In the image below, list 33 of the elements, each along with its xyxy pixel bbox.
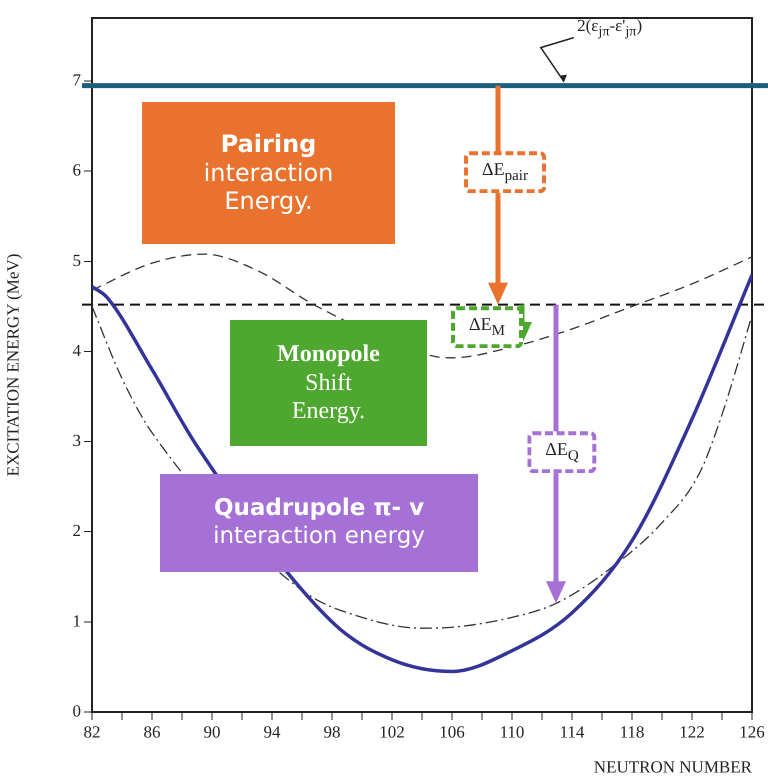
callout-box: Quadrupole π- v interaction energy <box>160 474 478 572</box>
y-tick-label: 7 <box>72 70 82 90</box>
ref-line-label: 2(ε$_{jπ}$-ε'$_{jπ}$) <box>577 16 642 40</box>
x-axis-title: NEUTRON NUMBER <box>594 757 753 776</box>
y-tick-label: 1 <box>72 611 81 630</box>
annotation: ΔE$_{pair}$ <box>464 151 546 193</box>
x-tick-label: 122 <box>679 722 705 742</box>
x-tick-label: 118 <box>620 722 644 742</box>
x-tick-label: 106 <box>439 722 465 742</box>
y-tick-label: 0 <box>72 701 81 720</box>
callout-box: Pairing interaction Energy. <box>142 102 395 244</box>
x-tick-label: 90 <box>204 722 220 742</box>
x-tick-label: 82 <box>84 722 100 742</box>
y-tick-label: 5 <box>72 250 81 270</box>
line-series <box>92 273 752 674</box>
x-tick-label: 126 <box>739 722 765 742</box>
x-tick-label: 98 <box>324 722 340 742</box>
annotation: ΔE$_{M}$ <box>451 306 523 348</box>
x-tick-label: 110 <box>500 722 524 742</box>
annotation: Quadrupole π- v interaction energy <box>213 495 425 551</box>
x-tick-label: 102 <box>379 722 405 742</box>
y-tick-label: 3 <box>72 431 81 450</box>
y-tick-label: 6 <box>72 160 81 180</box>
x-tick-label: 94 <box>264 722 281 742</box>
x-tick-label: 114 <box>560 722 585 742</box>
callout-box: Monopole Shift Energy. <box>230 320 427 446</box>
annotation: ΔE$_{Q}$ <box>527 431 597 473</box>
annotation: Pairing interaction Energy. <box>204 130 334 216</box>
annotation: Monopole Shift Energy. <box>277 340 380 426</box>
y-tick-label: 4 <box>72 340 82 360</box>
y-tick-label: 2 <box>72 521 81 540</box>
y-axis-title: EXCITATION ENERGY (MeV) <box>4 254 23 476</box>
x-tick-label: 86 <box>144 722 160 742</box>
